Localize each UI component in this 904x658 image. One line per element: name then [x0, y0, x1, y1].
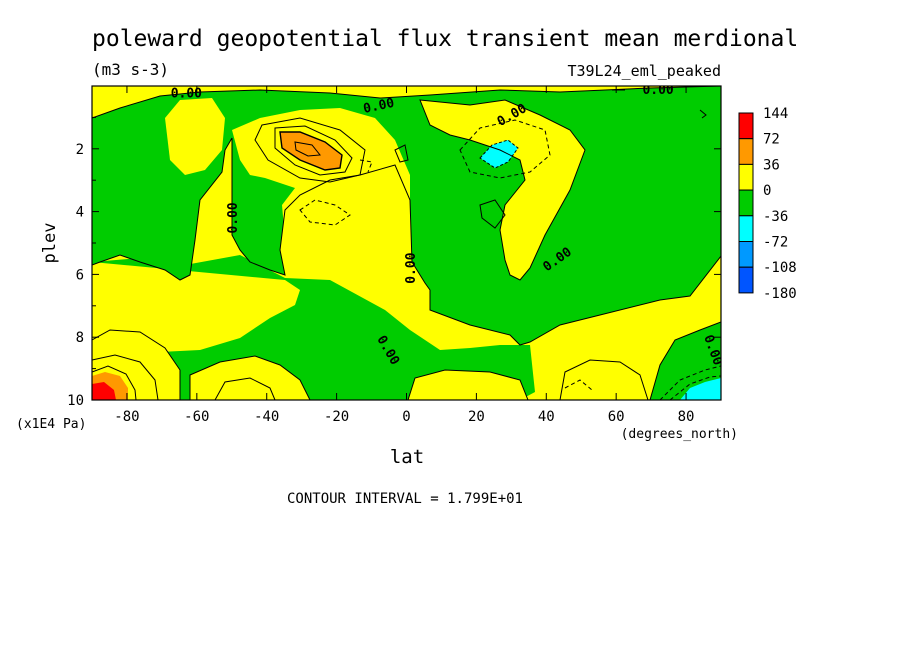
- x-axis-label: lat: [390, 446, 424, 468]
- region-positive-bottom-center: [408, 370, 528, 400]
- legend-swatch: [738, 241, 754, 268]
- region-orange-core: [279, 131, 343, 171]
- x-tick-label: 20: [468, 409, 485, 425]
- x-axis: -80 -60 -40 -20 0 20 40 60 80: [114, 86, 694, 425]
- region-red-bottom: [92, 382, 116, 400]
- legend-level-label: -108: [763, 260, 797, 276]
- chart-title: poleward geopotential flux transient mea…: [92, 26, 798, 52]
- legend-swatch: [738, 189, 754, 217]
- contour-label: 0.00: [362, 96, 396, 117]
- contour-interval: CONTOUR INTERVAL = 1.799E+01: [287, 491, 523, 507]
- legend-level-label: 0: [763, 183, 771, 199]
- chart-units: (m3 s-3): [92, 60, 169, 79]
- y-axis-units: (x1E4 Pa): [16, 417, 86, 432]
- color-legend: 144 72 36 0 -36 -72 -108 -180: [738, 106, 797, 302]
- x-tick-label: -40: [254, 409, 279, 425]
- region-positive-upper-left: [165, 98, 225, 175]
- region-cyan-core: [479, 139, 519, 169]
- contour-label: 0.00: [171, 86, 202, 101]
- region-positive-bottom-right: [560, 360, 648, 400]
- y-axis: 2 4 6 8 10: [67, 116, 721, 409]
- legend-level-label: -180: [763, 286, 797, 302]
- x-tick-label: 40: [538, 409, 555, 425]
- y-axis-label: plev: [40, 223, 60, 264]
- contour-lines: [92, 86, 721, 400]
- legend-level-label: 72: [763, 132, 780, 148]
- x-tick-label: -20: [324, 409, 349, 425]
- x-tick-label: -80: [114, 409, 139, 425]
- contour-label: 0.00: [226, 202, 241, 233]
- x-tick-label: 80: [678, 409, 695, 425]
- legend-swatch: [738, 163, 754, 191]
- legend-level-label: 144: [763, 106, 788, 122]
- x-tick-label: 0: [402, 409, 410, 425]
- region-cyan-bottom-right: [680, 378, 721, 400]
- y-tick-label: 2: [76, 142, 84, 158]
- region-negative-lower: [92, 255, 535, 400]
- x-axis-units: (degrees_north): [621, 427, 738, 442]
- region-negative-left-lobe: [165, 165, 200, 200]
- region-positive-center: [420, 100, 585, 280]
- legend-level-label: -36: [763, 209, 788, 225]
- legend-swatch: [738, 138, 754, 165]
- contour-label: 0.00: [404, 252, 419, 283]
- region-positive-mid: [232, 108, 415, 300]
- y-tick-label: 4: [76, 205, 84, 221]
- y-tick-label: 8: [76, 330, 84, 346]
- legend-swatch: [738, 266, 754, 294]
- plot-area: 0.000.00 0.000.000.000.00 0.000.00 0.00: [92, 83, 721, 400]
- region-negative-bottom-right: [650, 322, 721, 400]
- legend-level-label: 36: [763, 157, 780, 173]
- y-tick-label: 10: [67, 393, 84, 409]
- x-tick-label: -60: [184, 409, 209, 425]
- legend-swatch: [738, 215, 754, 243]
- y-tick-label: 6: [76, 267, 84, 283]
- negative-contour-lines: [299, 119, 721, 400]
- contour-label: 0.00: [642, 83, 673, 98]
- legend-level-label: -72: [763, 235, 788, 251]
- legend-swatch: [738, 112, 754, 140]
- x-tick-label: 60: [608, 409, 625, 425]
- run-label: T39L24_eml_peaked: [567, 62, 721, 80]
